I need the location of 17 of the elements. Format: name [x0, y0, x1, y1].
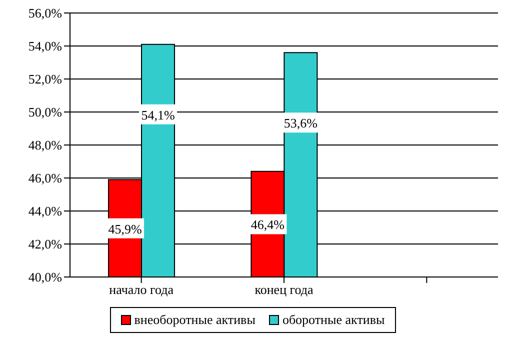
legend-label: внеоборотные активы — [134, 312, 256, 328]
y-tick-label: 42,0% — [28, 236, 62, 252]
y-tick-label: 40,0% — [28, 270, 62, 285]
x-tick-label: начало года — [109, 282, 174, 298]
data-label: 54,1% — [141, 107, 175, 122]
y-tick-label: 56,0% — [28, 6, 62, 21]
data-label: 53,6% — [284, 116, 318, 131]
legend-label: оборотные активы — [282, 312, 385, 328]
data-label: 45,9% — [108, 221, 142, 236]
y-tick-label: 44,0% — [28, 204, 62, 219]
y-tick-label: 50,0% — [28, 104, 62, 120]
y-tick-label: 54,0% — [28, 38, 62, 54]
data-label: 46,4% — [250, 217, 285, 232]
y-tick-label: 52,0% — [28, 72, 62, 87]
y-tick-label: 48,0% — [28, 138, 62, 153]
y-tick-label: 46,0% — [28, 170, 62, 186]
x-tick-label: конец года — [254, 282, 314, 298]
